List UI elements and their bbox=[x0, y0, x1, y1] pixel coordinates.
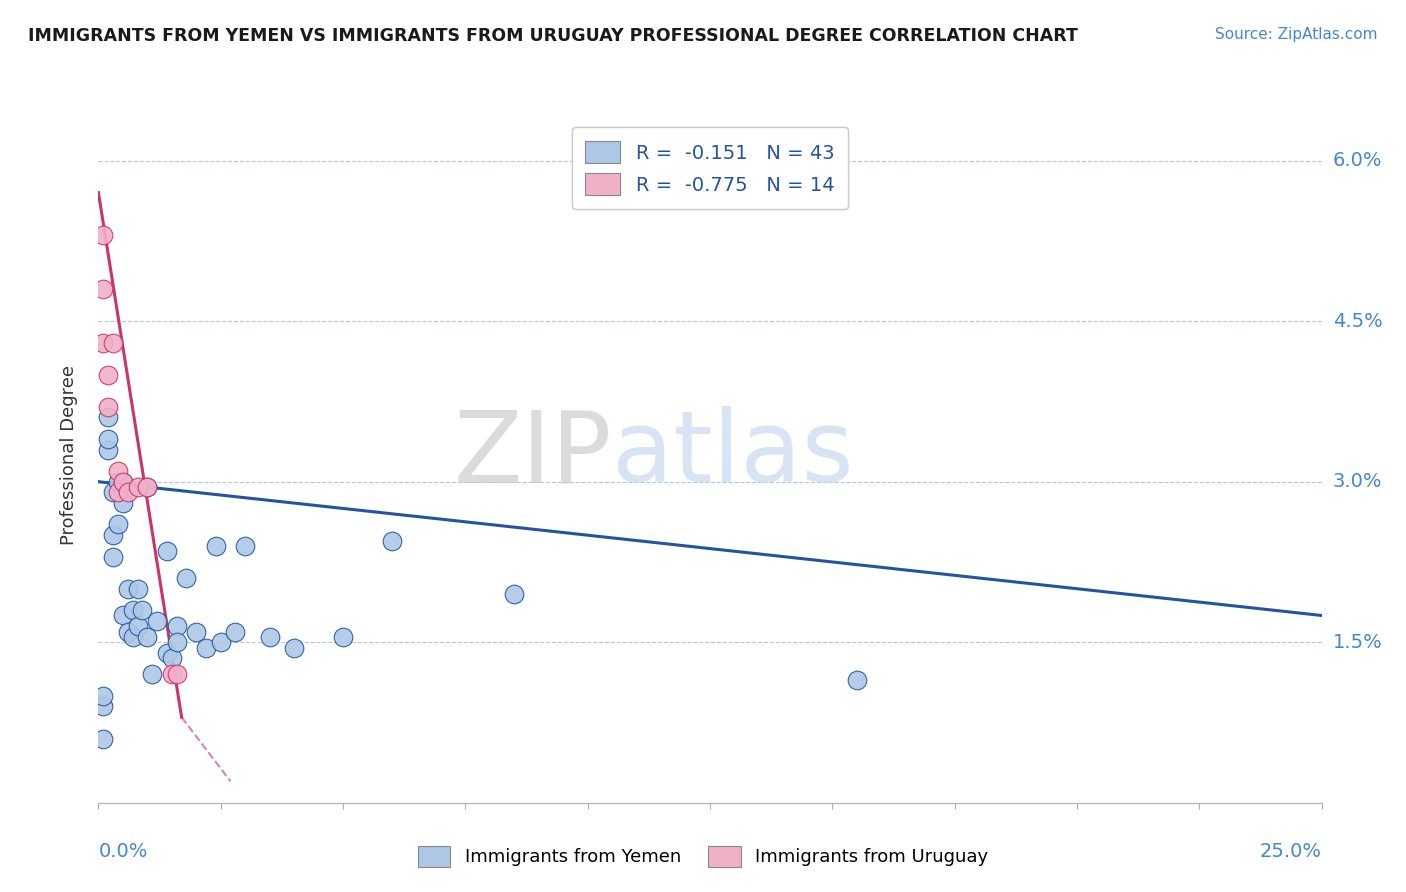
Point bbox=[101, 335, 124, 350]
Text: IMMIGRANTS FROM YEMEN VS IMMIGRANTS FROM URUGUAY PROFESSIONAL DEGREE CORRELATION: IMMIGRANTS FROM YEMEN VS IMMIGRANTS FROM… bbox=[28, 27, 1078, 45]
Point bbox=[381, 533, 404, 548]
Point bbox=[97, 368, 120, 382]
Point bbox=[160, 651, 183, 665]
Point bbox=[111, 496, 134, 510]
Point bbox=[141, 667, 163, 681]
Point bbox=[111, 608, 134, 623]
Text: 3.0%: 3.0% bbox=[1333, 472, 1382, 491]
Point bbox=[156, 544, 179, 558]
Point bbox=[127, 582, 149, 596]
Legend: Immigrants from Yemen, Immigrants from Uruguay: Immigrants from Yemen, Immigrants from U… bbox=[411, 838, 995, 874]
Point bbox=[117, 582, 139, 596]
Point bbox=[233, 539, 256, 553]
Point bbox=[156, 646, 179, 660]
Point bbox=[101, 485, 124, 500]
Point bbox=[166, 635, 188, 649]
Point bbox=[101, 528, 124, 542]
Point bbox=[160, 667, 183, 681]
Legend: R =  -0.151   N = 43, R =  -0.775   N = 14: R = -0.151 N = 43, R = -0.775 N = 14 bbox=[572, 128, 848, 209]
Text: 1.5%: 1.5% bbox=[1333, 632, 1382, 652]
Point bbox=[117, 485, 139, 500]
Point bbox=[107, 464, 129, 478]
Point bbox=[97, 432, 120, 446]
Point bbox=[259, 630, 281, 644]
Point bbox=[503, 587, 526, 601]
Y-axis label: Professional Degree: Professional Degree bbox=[59, 365, 77, 545]
Point bbox=[111, 475, 134, 489]
Point bbox=[121, 603, 143, 617]
Point bbox=[107, 475, 129, 489]
Point bbox=[166, 667, 188, 681]
Point bbox=[107, 517, 129, 532]
Point bbox=[166, 619, 188, 633]
Point bbox=[91, 228, 114, 243]
Point bbox=[136, 630, 159, 644]
Point bbox=[127, 619, 149, 633]
Point bbox=[127, 480, 149, 494]
Point bbox=[131, 603, 153, 617]
Point bbox=[91, 335, 114, 350]
Point bbox=[283, 640, 305, 655]
Point bbox=[91, 699, 114, 714]
Point bbox=[845, 673, 868, 687]
Point bbox=[136, 480, 159, 494]
Point bbox=[97, 442, 120, 457]
Point bbox=[107, 485, 129, 500]
Point bbox=[136, 480, 159, 494]
Point bbox=[205, 539, 228, 553]
Text: 25.0%: 25.0% bbox=[1260, 842, 1322, 861]
Point bbox=[117, 624, 139, 639]
Text: ZIP: ZIP bbox=[454, 407, 612, 503]
Point bbox=[91, 689, 114, 703]
Point bbox=[91, 282, 114, 296]
Point bbox=[176, 571, 198, 585]
Text: 4.5%: 4.5% bbox=[1333, 311, 1382, 331]
Point bbox=[111, 475, 134, 489]
Point bbox=[91, 731, 114, 746]
Text: 6.0%: 6.0% bbox=[1333, 151, 1382, 170]
Point bbox=[186, 624, 208, 639]
Point bbox=[146, 614, 169, 628]
Text: Source: ZipAtlas.com: Source: ZipAtlas.com bbox=[1215, 27, 1378, 42]
Point bbox=[209, 635, 232, 649]
Point bbox=[332, 630, 354, 644]
Text: atlas: atlas bbox=[612, 407, 853, 503]
Point bbox=[101, 549, 124, 564]
Point bbox=[195, 640, 218, 655]
Text: 0.0%: 0.0% bbox=[98, 842, 148, 861]
Point bbox=[97, 400, 120, 414]
Point bbox=[121, 630, 143, 644]
Point bbox=[97, 410, 120, 425]
Point bbox=[224, 624, 246, 639]
